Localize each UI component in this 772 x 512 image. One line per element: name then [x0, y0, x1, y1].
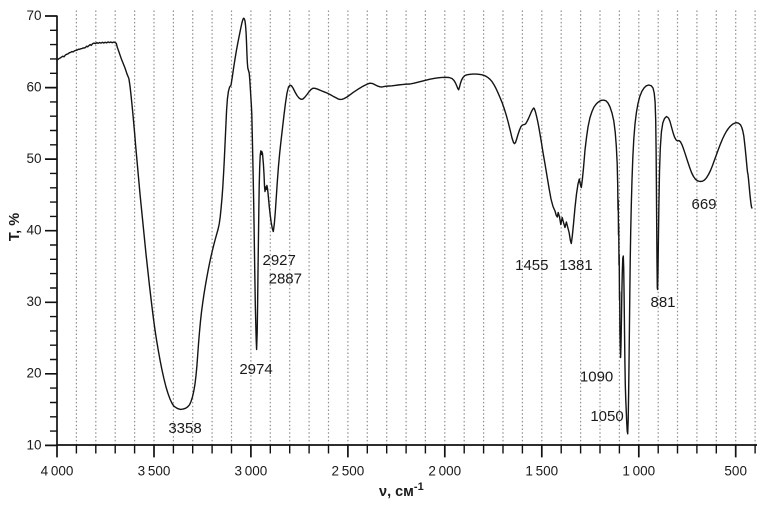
svg-text:1 500: 1 500: [525, 464, 558, 479]
svg-text:1090: 1090: [580, 369, 613, 386]
svg-text:2887: 2887: [269, 271, 302, 288]
svg-text:500: 500: [724, 464, 747, 479]
svg-text:3 500: 3 500: [138, 464, 171, 479]
svg-text:ν, см-1: ν, см-1: [379, 481, 424, 500]
svg-text:10: 10: [26, 437, 41, 452]
svg-text:30: 30: [26, 294, 41, 309]
svg-text:1050: 1050: [590, 408, 623, 425]
svg-text:60: 60: [26, 80, 41, 95]
svg-text:2927: 2927: [263, 252, 296, 269]
svg-text:50: 50: [26, 151, 41, 166]
svg-text:1381: 1381: [559, 257, 592, 274]
svg-text:20: 20: [26, 366, 41, 381]
svg-text:T, %: T, %: [7, 213, 23, 241]
svg-text:2 000: 2 000: [428, 464, 461, 479]
svg-text:669: 669: [691, 196, 716, 213]
svg-text:1455: 1455: [515, 257, 548, 274]
svg-text:1 000: 1 000: [622, 464, 655, 479]
svg-text:2974: 2974: [239, 361, 272, 378]
svg-text:3358: 3358: [168, 420, 201, 437]
svg-text:881: 881: [650, 294, 675, 311]
svg-text:3 000: 3 000: [235, 464, 268, 479]
svg-text:4 000: 4 000: [41, 464, 74, 479]
svg-text:40: 40: [26, 223, 41, 238]
svg-text:70: 70: [26, 8, 41, 23]
svg-text:2 500: 2 500: [332, 464, 365, 479]
